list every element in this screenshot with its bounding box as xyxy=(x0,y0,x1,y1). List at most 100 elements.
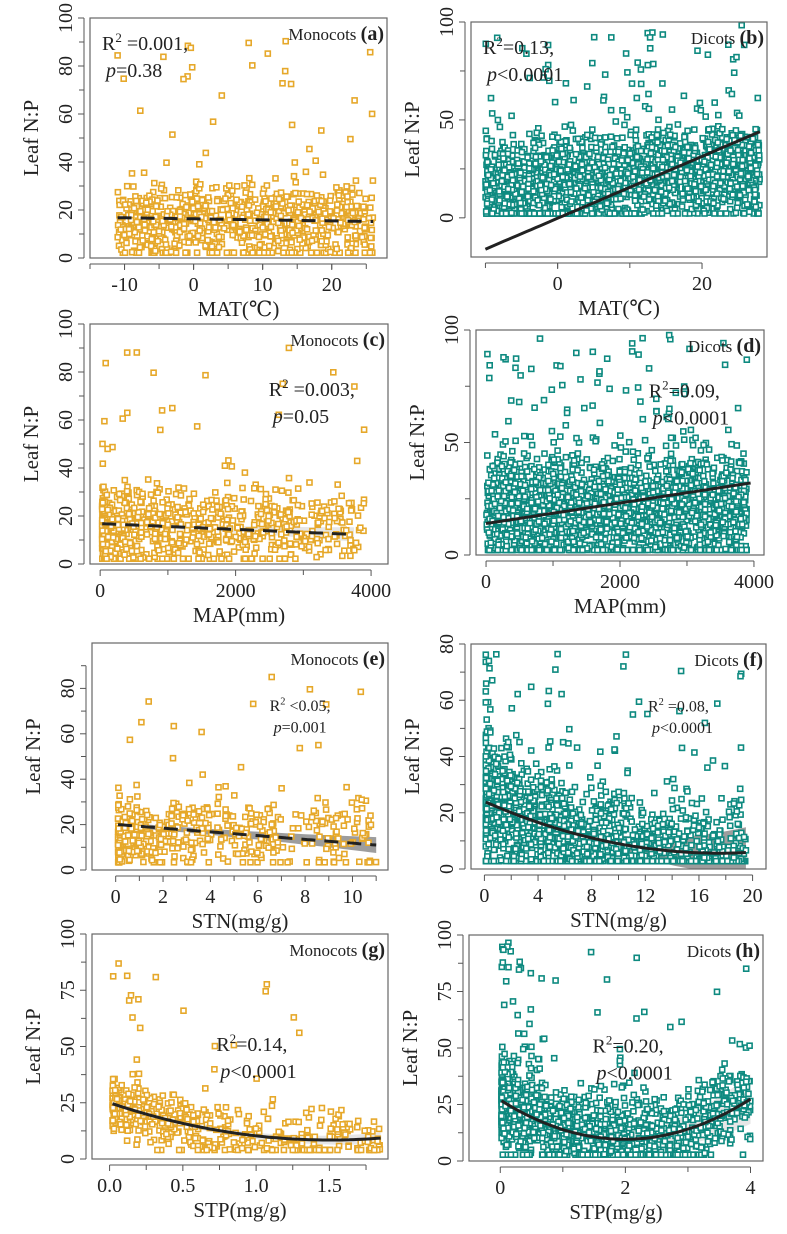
data-point xyxy=(733,53,740,61)
data-point xyxy=(536,210,544,217)
data-point xyxy=(717,179,724,187)
data-point xyxy=(349,209,357,217)
data-point xyxy=(360,203,367,210)
data-point xyxy=(288,239,295,246)
data-point xyxy=(350,546,358,554)
data-point xyxy=(512,355,520,362)
data-point xyxy=(695,198,702,205)
data-point xyxy=(645,105,653,113)
data-point xyxy=(257,485,265,493)
y-tick-label: 60 xyxy=(55,104,77,124)
data-point xyxy=(126,230,133,238)
data-point xyxy=(518,210,525,217)
data-point xyxy=(640,193,648,200)
data-point xyxy=(547,196,554,203)
data-point xyxy=(549,147,556,154)
data-point xyxy=(576,173,584,180)
x-axis-label: MAT(℃) xyxy=(578,296,660,320)
data-point xyxy=(714,139,722,146)
data-point xyxy=(483,200,491,207)
data-point xyxy=(631,192,639,199)
data-point xyxy=(617,195,624,202)
data-point xyxy=(624,170,632,177)
data-point xyxy=(541,450,548,457)
data-point xyxy=(263,182,271,189)
data-point xyxy=(661,197,669,204)
data-point xyxy=(482,151,490,159)
data-point xyxy=(689,441,697,449)
data-point xyxy=(482,208,490,215)
data-point xyxy=(591,134,599,142)
data-point xyxy=(262,198,269,205)
data-point xyxy=(238,239,246,246)
data-point xyxy=(140,169,148,176)
data-point xyxy=(280,249,287,256)
data-point xyxy=(167,248,175,256)
data-point xyxy=(551,98,559,106)
data-point xyxy=(739,182,747,190)
data-point xyxy=(588,210,596,217)
y-tick-label: 80 xyxy=(55,362,77,382)
data-point xyxy=(230,249,238,256)
data-point xyxy=(137,519,145,527)
data-point xyxy=(190,490,198,498)
data-point xyxy=(305,543,313,551)
data-point xyxy=(694,163,702,170)
data-point xyxy=(223,249,231,256)
data-point xyxy=(195,555,202,563)
data-point xyxy=(347,536,354,544)
data-point xyxy=(628,80,636,87)
data-point xyxy=(242,189,249,196)
data-point xyxy=(619,134,626,141)
data-point xyxy=(626,150,634,157)
data-point xyxy=(139,237,146,244)
data-point xyxy=(718,125,726,133)
data-point xyxy=(518,148,526,156)
data-point xyxy=(543,153,550,161)
data-point xyxy=(169,131,176,138)
data-point xyxy=(704,51,712,59)
data-point xyxy=(548,386,556,394)
data-point xyxy=(356,524,364,532)
data-point xyxy=(179,555,187,563)
data-point xyxy=(245,211,252,218)
data-point xyxy=(229,517,237,524)
data-point xyxy=(137,107,144,114)
data-point xyxy=(208,249,216,256)
data-point xyxy=(567,188,575,196)
data-point xyxy=(183,536,190,543)
data-point xyxy=(175,539,183,547)
data-point xyxy=(121,249,129,256)
data-point xyxy=(338,492,346,500)
data-point xyxy=(264,50,272,57)
data-point xyxy=(732,209,740,217)
data-point xyxy=(133,547,141,555)
data-point xyxy=(491,430,499,438)
data-point xyxy=(726,185,734,193)
scatter-points xyxy=(114,37,377,256)
data-point xyxy=(159,555,166,563)
data-point xyxy=(735,112,743,119)
data-point xyxy=(691,144,699,152)
data-point xyxy=(255,502,262,510)
data-point xyxy=(685,194,693,202)
data-point xyxy=(308,532,316,540)
data-point xyxy=(369,177,377,184)
data-point xyxy=(510,140,518,148)
data-point xyxy=(574,450,582,457)
data-point xyxy=(209,506,216,513)
data-point xyxy=(553,152,561,159)
data-point xyxy=(683,166,691,174)
data-point xyxy=(224,479,231,487)
data-point xyxy=(622,210,630,217)
data-point xyxy=(136,244,144,251)
data-point xyxy=(335,192,343,199)
data-point xyxy=(121,476,129,484)
data-point xyxy=(319,171,327,178)
r-value: =0.003, xyxy=(289,379,355,401)
data-point xyxy=(267,223,275,231)
data-point xyxy=(114,188,122,196)
data-point xyxy=(653,131,661,139)
data-point xyxy=(123,239,130,247)
data-point xyxy=(569,127,577,134)
